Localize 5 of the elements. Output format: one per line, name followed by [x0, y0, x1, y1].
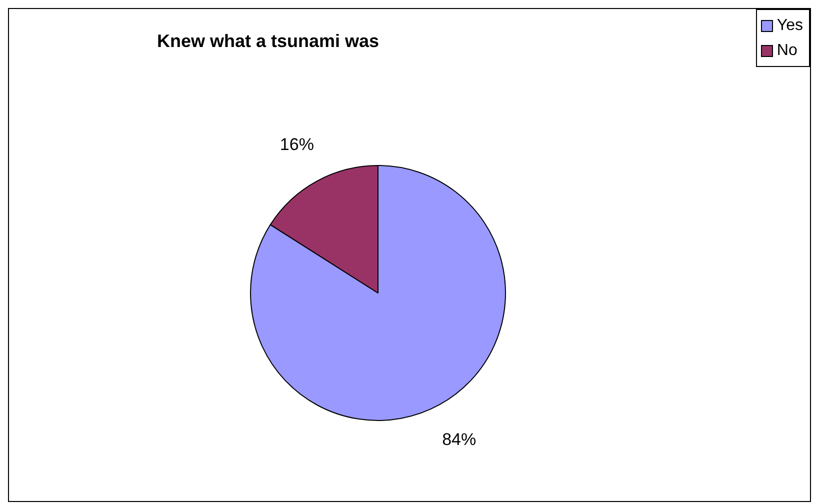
data-label: 16% — [280, 135, 314, 154]
legend-label: No — [776, 42, 798, 60]
legend-label: Yes — [776, 16, 803, 34]
data-label: 84% — [442, 430, 476, 450]
text: Knew what a tsunami was — [156, 31, 380, 52]
